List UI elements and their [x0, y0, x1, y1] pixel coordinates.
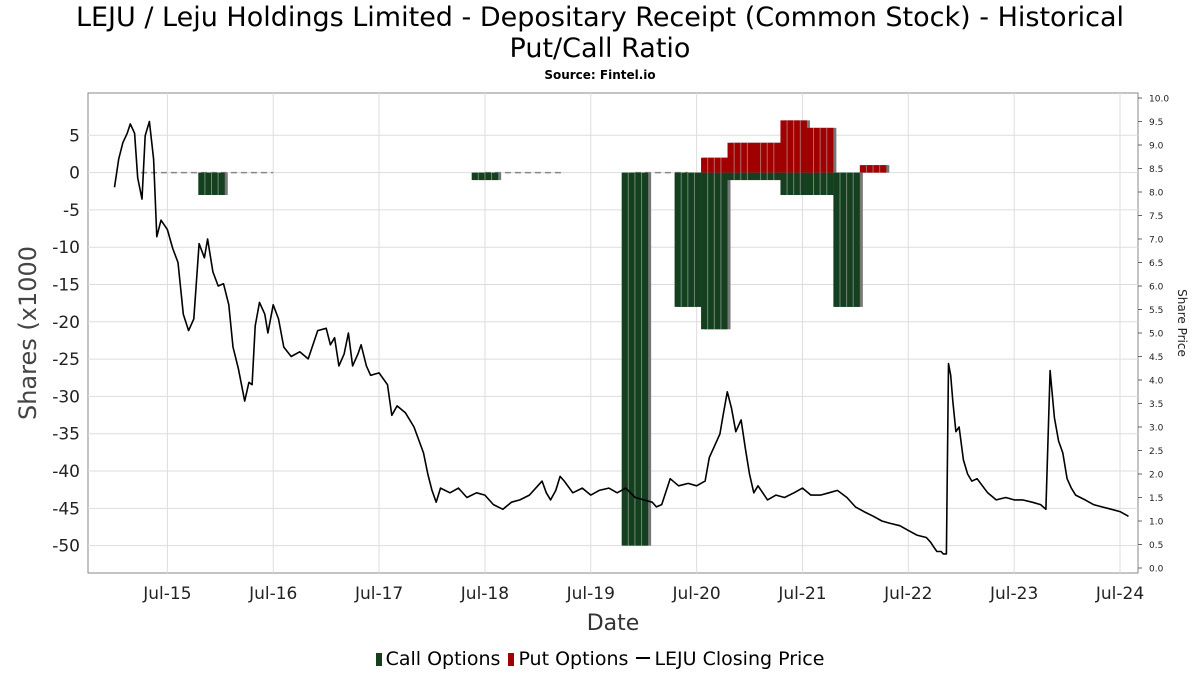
legend-put-label: Put Options	[518, 648, 629, 670]
y-tick-label: -45	[52, 499, 80, 519]
legend-item-put[interactable]: Put Options	[508, 648, 628, 670]
y2-tick-label: 4.0	[1149, 377, 1164, 387]
y-tick-label: -30	[52, 387, 80, 407]
y-tick-label: -50	[52, 537, 80, 557]
x-tick-label: Jul-15	[142, 584, 191, 604]
chart-subtitle: Source: Fintel.io	[544, 68, 656, 82]
price-line-icon	[636, 657, 651, 659]
y2-tick-label: 5.5	[1149, 306, 1163, 316]
y2-tick-label: 2.5	[1149, 447, 1163, 457]
x-axis-label: Date	[587, 611, 640, 636]
y-tick-label: -25	[52, 350, 80, 370]
legend-item-price[interactable]: LEJU Closing Price	[636, 648, 824, 670]
y-tick-label: -5	[63, 201, 80, 221]
y2-tick-label: 6.5	[1149, 259, 1163, 269]
y2-tick-label: 3.0	[1149, 424, 1164, 434]
y-axis-label: Shares (x1000	[14, 246, 42, 420]
x-tick-label: Jul-17	[354, 584, 403, 604]
plot-frame	[87, 92, 1139, 574]
y2-tick-label: 5.0	[1149, 330, 1164, 340]
x-tick-label: Jul-21	[777, 584, 826, 604]
y2-tick-label: 0.0	[1149, 565, 1164, 575]
y2-tick-label: 0.5	[1149, 541, 1163, 551]
put-swatch-icon	[508, 653, 515, 666]
y-tick-label: 5	[69, 126, 80, 146]
y-tick-label: 0	[69, 164, 80, 184]
y2-tick-label: 6.0	[1149, 283, 1164, 293]
x-tick-label: Jul-22	[883, 584, 932, 604]
y2-tick-label: 9.0	[1149, 142, 1164, 152]
chart-title-line-2: Put/Call Ratio	[509, 33, 691, 64]
y2-tick-label: 9.5	[1149, 118, 1163, 128]
y-tick-label: -40	[52, 462, 80, 482]
price-line	[113, 120, 1129, 555]
y2-axis-label: Share Price	[1175, 289, 1189, 357]
y2-tick-label: 3.5	[1149, 400, 1163, 410]
y-tick-label: -20	[52, 313, 80, 333]
y-tick-label: -10	[52, 238, 80, 258]
y2-tick-label: 7.0	[1149, 236, 1164, 246]
chart-title: LEJU / Leju Holdings Limited - Depositar…	[0, 2, 1200, 64]
y2-tick-label: 1.0	[1149, 518, 1164, 528]
x-tick-label: Jul-18	[460, 584, 509, 604]
x-tick-label: Jul-23	[989, 584, 1038, 604]
y2-tick-label: 2.0	[1149, 471, 1164, 481]
y-tick-label: -35	[52, 425, 80, 445]
legend-item-call[interactable]: Call Options	[375, 648, 501, 670]
legend-price-label: LEJU Closing Price	[654, 648, 825, 670]
x-tick-label: Jul-19	[566, 584, 615, 604]
x-tick-label: Jul-20	[671, 584, 720, 604]
y-tick-label: -15	[52, 276, 80, 296]
y2-tick-label: 8.5	[1149, 165, 1163, 175]
y2-tick-label: 4.5	[1149, 353, 1163, 363]
chart-title-line-1: LEJU / Leju Holdings Limited - Depositar…	[75, 2, 1125, 33]
y2-tick-label: 7.5	[1149, 212, 1163, 222]
y2-tick-label: 1.5	[1149, 494, 1163, 504]
x-tick-label: Jul-24	[1095, 584, 1144, 604]
legend-call-label: Call Options	[385, 648, 501, 670]
y2-tick-label: 8.0	[1149, 189, 1164, 199]
x-tick-label: Jul-16	[248, 584, 297, 604]
legend: Call Options Put Options LEJU Closing Pr…	[0, 648, 1200, 670]
call-swatch-icon	[375, 653, 382, 666]
y2-tick-label: 10.0	[1149, 95, 1169, 105]
